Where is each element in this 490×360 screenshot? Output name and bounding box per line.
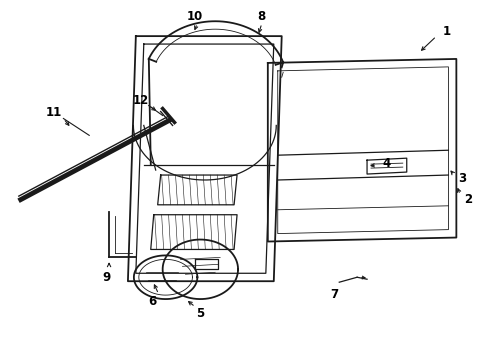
Text: 8: 8 — [258, 10, 266, 23]
Text: 12: 12 — [133, 94, 149, 107]
Text: 10: 10 — [186, 10, 202, 23]
Text: 7: 7 — [330, 288, 339, 301]
Text: 5: 5 — [196, 307, 204, 320]
Text: 6: 6 — [148, 294, 157, 307]
Text: 2: 2 — [464, 193, 472, 206]
Text: 1: 1 — [442, 24, 450, 38]
Text: 3: 3 — [458, 171, 466, 185]
Text: 9: 9 — [102, 271, 110, 284]
Text: 11: 11 — [46, 106, 62, 119]
Text: 4: 4 — [383, 157, 391, 170]
